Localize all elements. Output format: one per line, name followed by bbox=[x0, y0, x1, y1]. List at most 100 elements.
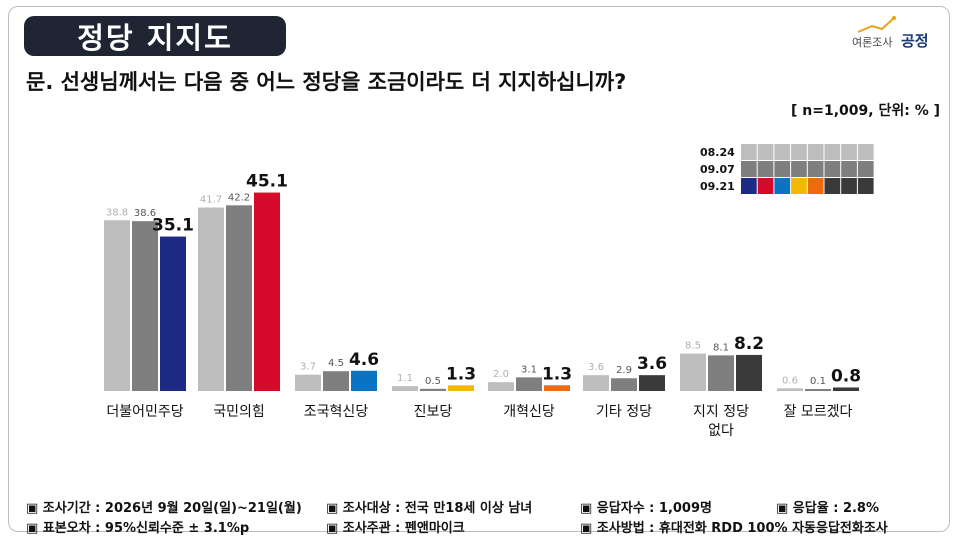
legend-label-bg bbox=[697, 161, 739, 177]
bar-09-21 bbox=[351, 370, 377, 391]
data-label: 3.7 bbox=[300, 362, 316, 373]
footer-respondents: ▣ 응답자수 : 1,009명 bbox=[580, 501, 712, 516]
data-label: 0.1 bbox=[810, 376, 826, 387]
data-label: 1.1 bbox=[397, 373, 413, 384]
slide-frame bbox=[8, 6, 950, 532]
legend-swatch bbox=[774, 178, 791, 194]
legend-swatch bbox=[807, 178, 824, 194]
data-label: 0.5 bbox=[425, 376, 441, 387]
bar-09-21 bbox=[639, 375, 665, 391]
legend-label-bg bbox=[697, 178, 739, 194]
sample-unit-note: [ n=1,009, 단위: % ] bbox=[791, 103, 940, 119]
data-label: 8.2 bbox=[734, 334, 764, 354]
legend-label-bg bbox=[697, 144, 739, 160]
legend-swatch bbox=[741, 144, 757, 160]
bar-09-07 bbox=[516, 377, 542, 391]
legend-swatch bbox=[741, 178, 757, 194]
footer-sponsor: ▣ 조사주관 : 펜앤마이크 bbox=[326, 521, 465, 536]
legend-swatch bbox=[807, 161, 824, 177]
data-label: 0.8 bbox=[831, 366, 861, 386]
legend-label: 09.07 bbox=[700, 163, 735, 176]
data-label: 41.7 bbox=[200, 195, 222, 206]
legend-swatch bbox=[757, 161, 774, 177]
category-label: 기타 정당 bbox=[596, 404, 652, 420]
bar-09-07 bbox=[323, 371, 349, 391]
data-label: 2.9 bbox=[616, 365, 632, 376]
bar-08-24 bbox=[295, 374, 321, 391]
bar-09-07 bbox=[611, 378, 637, 391]
logo-small-text: 여론조사 bbox=[852, 36, 893, 49]
bar-09-21 bbox=[448, 385, 474, 391]
bar-group-7: 0.6 0.1 0.8 잘 모르겠다 bbox=[777, 366, 861, 420]
legend-swatch bbox=[791, 144, 807, 160]
bar-08-24 bbox=[583, 375, 609, 391]
data-label: 38.8 bbox=[106, 207, 128, 218]
bar-09-07 bbox=[226, 205, 252, 391]
legend-label: 08.24 bbox=[700, 146, 735, 159]
bar-08-24 bbox=[392, 386, 418, 391]
bar-09-21 bbox=[160, 236, 186, 391]
data-label: 42.2 bbox=[228, 192, 250, 203]
legend-swatch bbox=[857, 178, 874, 194]
bar-08-24 bbox=[104, 220, 130, 391]
footer-target: ▣ 조사대상 : 전국 만18세 이상 남녀 bbox=[326, 501, 533, 516]
category-label: 조국혁신당 bbox=[304, 404, 369, 420]
legend-swatch bbox=[824, 178, 841, 194]
legend-swatch bbox=[841, 178, 857, 194]
bar-09-21 bbox=[544, 385, 570, 391]
legend-swatch bbox=[824, 161, 841, 177]
bar-group-5: 3.6 2.9 3.6 기타 정당 bbox=[583, 354, 667, 420]
legend-swatch bbox=[774, 144, 791, 160]
data-label: 1.3 bbox=[446, 364, 476, 384]
data-label: 35.1 bbox=[152, 216, 194, 236]
page-title: 정당 지지도 bbox=[24, 16, 286, 56]
legend-swatch bbox=[757, 144, 774, 160]
data-label: 4.5 bbox=[328, 358, 344, 369]
data-label: 3.6 bbox=[637, 354, 667, 374]
category-label: 잘 모르겠다 bbox=[784, 404, 853, 420]
data-label: 2.0 bbox=[493, 369, 509, 380]
bar-09-07 bbox=[708, 355, 734, 391]
legend-swatch bbox=[807, 144, 824, 160]
legend-swatch bbox=[841, 144, 857, 160]
data-label: 3.1 bbox=[521, 364, 537, 375]
logo-brand-text: 공정 bbox=[901, 32, 929, 50]
bar-group-0: 38.8 38.635.1 더불어민주당 bbox=[104, 207, 194, 420]
data-label: 1.3 bbox=[542, 364, 572, 384]
data-label: 3.6 bbox=[588, 362, 604, 373]
category-label: 지지 정당 bbox=[693, 404, 749, 420]
survey-question: 문. 선생님께서는 다음 중 어느 정당을 조금이라도 더 지지하십니까? bbox=[26, 70, 627, 94]
data-label: 8.1 bbox=[713, 342, 729, 353]
bar-09-21 bbox=[736, 354, 762, 391]
category-label: 없다 bbox=[708, 423, 734, 439]
legend-swatch bbox=[824, 144, 841, 160]
bar-08-24 bbox=[777, 388, 803, 391]
bar-group-2: 3.7 4.5 4.6 조국혁신당 bbox=[295, 350, 379, 420]
bar-group-3: 1.1 0.5 1.3 진보당 bbox=[392, 364, 476, 420]
bar-group-1: 41.7 42.245.1 국민의힘 bbox=[198, 172, 288, 420]
bar-08-24 bbox=[198, 207, 224, 391]
bar-08-24 bbox=[488, 382, 514, 391]
data-label: 4.6 bbox=[349, 350, 379, 370]
data-label: 0.6 bbox=[782, 375, 798, 386]
legend-swatch bbox=[774, 161, 791, 177]
data-label: 45.1 bbox=[246, 172, 288, 192]
legend-swatch bbox=[791, 161, 807, 177]
category-label: 국민의힘 bbox=[213, 404, 265, 420]
legend-label: 09.21 bbox=[700, 180, 735, 193]
data-label: 38.6 bbox=[134, 208, 156, 219]
footer-response-rate: ▣ 응답율 : 2.8% bbox=[776, 501, 879, 516]
legend-swatch bbox=[791, 178, 807, 194]
bar-09-07 bbox=[420, 388, 446, 391]
bar-09-07 bbox=[132, 221, 158, 391]
category-label: 개혁신당 bbox=[503, 404, 555, 420]
footer-method: ▣ 조사방법 : 휴대전화 RDD 100% 자동응답전화조사 bbox=[580, 521, 888, 536]
legend-swatch bbox=[857, 161, 874, 177]
legend-swatch bbox=[841, 161, 857, 177]
category-label: 진보당 bbox=[414, 404, 453, 420]
pollster-logo: 여론조사 공정 bbox=[852, 14, 944, 50]
data-label: 8.5 bbox=[685, 341, 701, 352]
footer-period: ▣ 조사기간 : 2026년 9월 20일(일)~21일(월) bbox=[26, 501, 302, 516]
